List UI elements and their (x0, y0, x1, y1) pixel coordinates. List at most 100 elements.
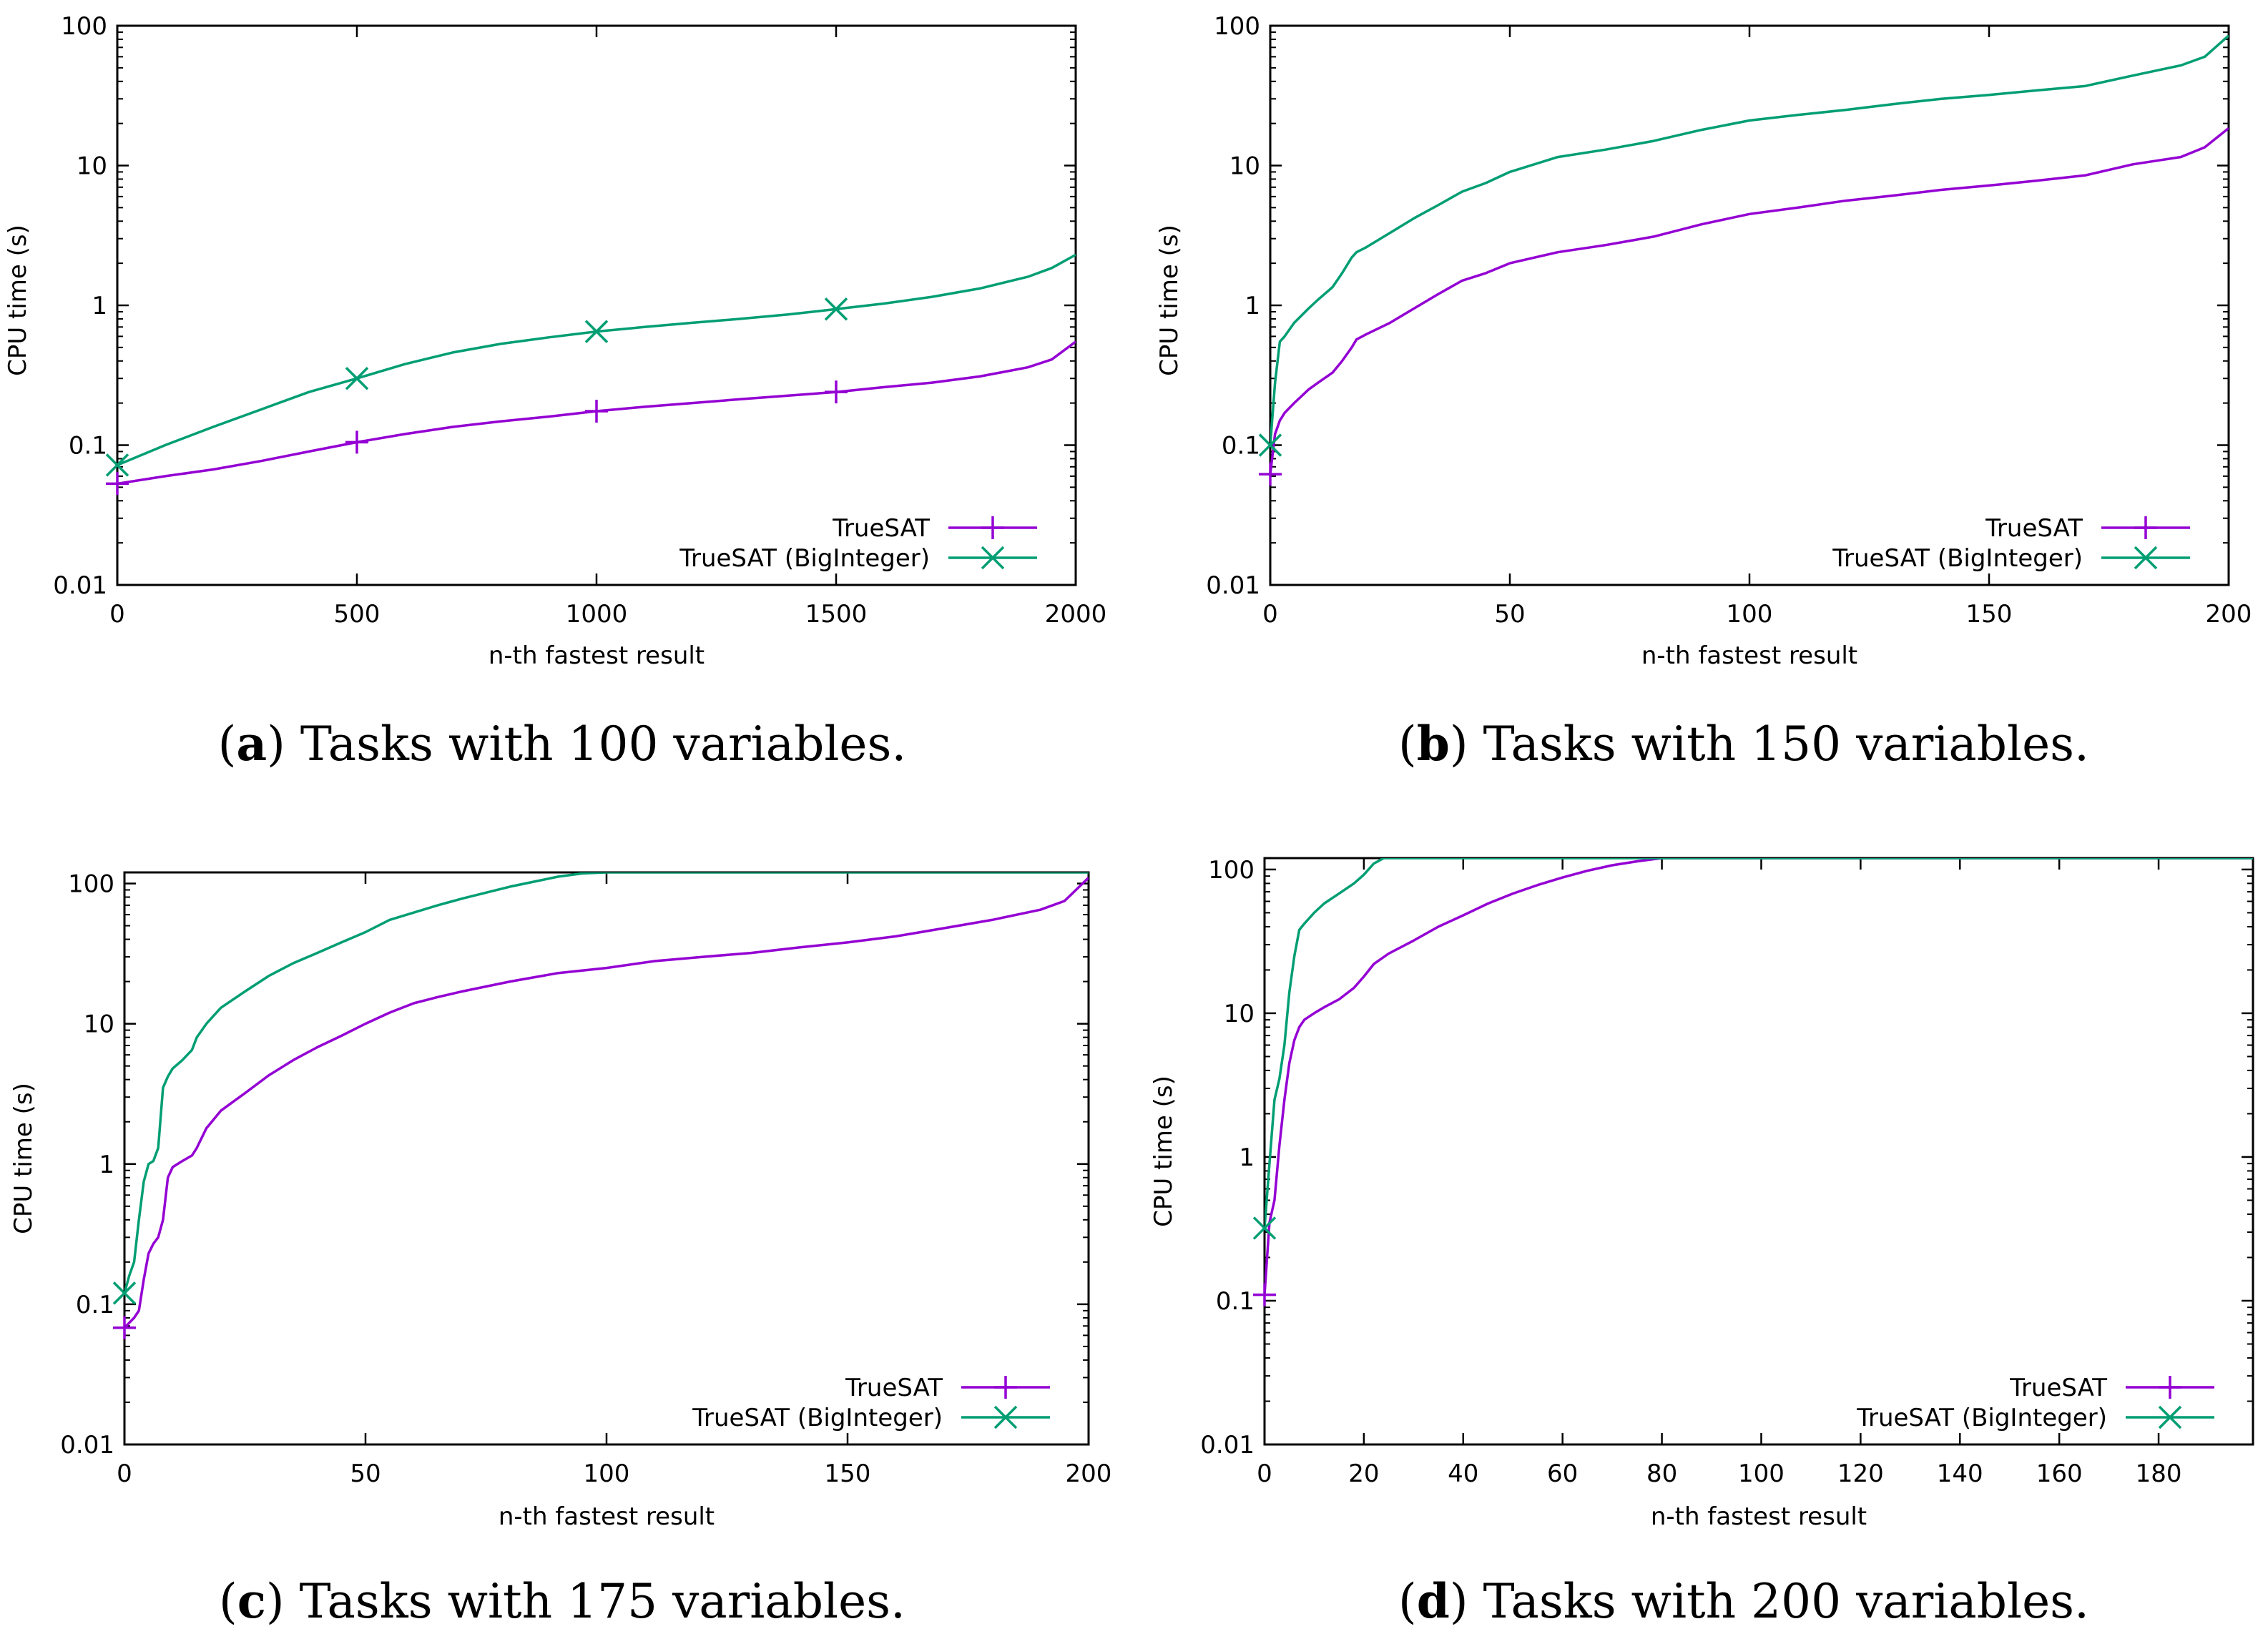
y-tick-label: 1 (99, 1151, 114, 1179)
series-group (117, 253, 1076, 486)
x-axis-label: n-th fastest result (1651, 1502, 1867, 1531)
x-tick-label: 100 (1738, 1460, 1785, 1488)
legend-label: TrueSAT (845, 1374, 943, 1402)
data-point-truesat (113, 1316, 136, 1339)
y-tick-label: 100 (61, 12, 107, 41)
y-tick-label: 0.01 (60, 1431, 114, 1460)
x-tick-label: 1500 (805, 600, 868, 629)
x-tick-label: 60 (1547, 1460, 1578, 1488)
x-tick-label: 100 (584, 1460, 630, 1488)
plot-frame (123, 871, 1090, 1446)
y-tick-label: 1 (92, 292, 107, 320)
legend-label: TrueSAT (1985, 514, 2083, 543)
y-tick-label: 1 (1245, 292, 1260, 320)
y-tick-label: 0.01 (53, 571, 107, 600)
legend-marker-plus (981, 516, 1004, 539)
y-tick-label: 100 (68, 870, 114, 899)
y-tick-label: 10 (1224, 1000, 1255, 1028)
x-tick-label: 2000 (1045, 600, 1107, 629)
chart-d: 0.01 0.1 1 10 100 0 20 40 60 80 100 120 140 160 180 n-t… (1149, 856, 2254, 1629)
x-tick-label: 500 (334, 600, 381, 629)
data-point-truesat (345, 430, 368, 454)
x-tick-label: 180 (2136, 1460, 2182, 1488)
legend-label: TrueSAT (2009, 1374, 2107, 1402)
legend-marker-cross (993, 1405, 1018, 1429)
x-tick-label: 150 (1966, 600, 2013, 629)
series-group (1270, 34, 2229, 475)
data-point-truesat-biginteger (112, 1281, 137, 1305)
series-line-truesat-biginteger (1270, 34, 2229, 446)
y-axis-label: CPU time (s) (9, 1083, 38, 1234)
data-point-truesat-biginteger (584, 320, 609, 343)
x-tick-label: 200 (1066, 1460, 1112, 1488)
data-point-truesat-biginteger (1258, 433, 1282, 457)
x-tick-label: 80 (1646, 1460, 1677, 1488)
chart-b: 0.01 0.1 1 10 100 0 50 100 150 200 n-th fastest re… (1155, 12, 2252, 772)
x-tick-label: 200 (2206, 600, 2252, 629)
y-axis-label: CPU time (s) (1149, 1075, 1178, 1227)
series-line-truesat (117, 340, 1076, 486)
x-tick-label: 120 (1837, 1460, 1884, 1488)
y-tick-label: 0.01 (1200, 1431, 1255, 1460)
series-line-truesat (1270, 127, 2229, 475)
subfigure-caption: (a) Tasks with 100 variables. (218, 716, 907, 772)
x-tick-label: 0 (117, 1460, 132, 1488)
x-axis-label: n-th fastest result (489, 641, 705, 670)
y-tick-label: 0.1 (76, 1291, 114, 1319)
subfigure-caption: (b) Tasks with 150 variables. (1398, 716, 2089, 772)
y-tick-label: 0.1 (1222, 432, 1260, 461)
y-tick-label: 100 (1208, 856, 1255, 885)
subfigure-caption: (d) Tasks with 200 variables. (1398, 1573, 2089, 1629)
data-point-truesat-biginteger (105, 453, 129, 477)
series-line-truesat-biginteger (1265, 858, 2253, 1229)
data-point-truesat (106, 472, 129, 496)
x-tick-label: 150 (825, 1460, 871, 1488)
x-tick-label: 20 (1348, 1460, 1379, 1488)
subfigure-caption: (c) Tasks with 175 variables. (219, 1573, 905, 1629)
y-tick-label: 10 (77, 152, 107, 181)
y-tick-label: 10 (1229, 152, 1260, 181)
plot-frame (1269, 24, 2230, 586)
x-axis-label: n-th fastest result (499, 1502, 715, 1531)
legend-marker-cross (981, 546, 1005, 570)
x-tick-label: 0 (109, 600, 125, 629)
legend-marker-plus (2159, 1376, 2181, 1399)
y-tick-label: 0.1 (69, 432, 107, 461)
legend-marker-plus (994, 1376, 1017, 1399)
y-axis-label: CPU time (s) (4, 225, 32, 376)
x-tick-label: 160 (2036, 1460, 2083, 1488)
legend-marker-cross (2158, 1405, 2182, 1429)
data-point-truesat (585, 399, 608, 423)
x-tick-label: 0 (1262, 600, 1278, 629)
legend-label: TrueSAT (BigInteger) (692, 1404, 943, 1432)
data-point-truesat-biginteger (824, 297, 848, 321)
data-point-truesat-biginteger (345, 366, 369, 390)
plot-frame (116, 24, 1077, 586)
series-line-truesat (124, 877, 1089, 1329)
data-point-truesat (1253, 1283, 1276, 1306)
y-tick-label: 0.1 (1216, 1287, 1255, 1316)
y-tick-label: 0.01 (1206, 571, 1260, 600)
x-tick-label: 0 (1257, 1460, 1272, 1488)
data-point-truesat (1259, 463, 1282, 486)
plot-frame (1263, 857, 2254, 1446)
x-axis-label: n-th fastest result (1641, 641, 1857, 670)
x-tick-label: 50 (350, 1460, 381, 1488)
x-tick-label: 140 (1937, 1460, 1983, 1488)
y-tick-label: 10 (84, 1010, 114, 1039)
series-line-truesat-biginteger (117, 253, 1076, 467)
legend-label: TrueSAT (BigInteger) (1832, 544, 2083, 573)
legend-label: TrueSAT (BigInteger) (679, 544, 930, 573)
chart-c: 0.01 0.1 1 10 100 0 50 100 150 200 n-th fastest re… (9, 870, 1111, 1629)
series-line-truesat (1265, 858, 2253, 1295)
x-tick-label: 40 (1448, 1460, 1478, 1488)
x-tick-label: 1000 (566, 600, 628, 629)
series-group (124, 872, 1089, 1329)
series-group (1265, 858, 2253, 1295)
data-point-truesat (825, 380, 848, 404)
y-tick-label: 1 (1239, 1143, 1255, 1172)
legend-label: TrueSAT (832, 514, 930, 543)
y-tick-label: 100 (1214, 12, 1260, 41)
